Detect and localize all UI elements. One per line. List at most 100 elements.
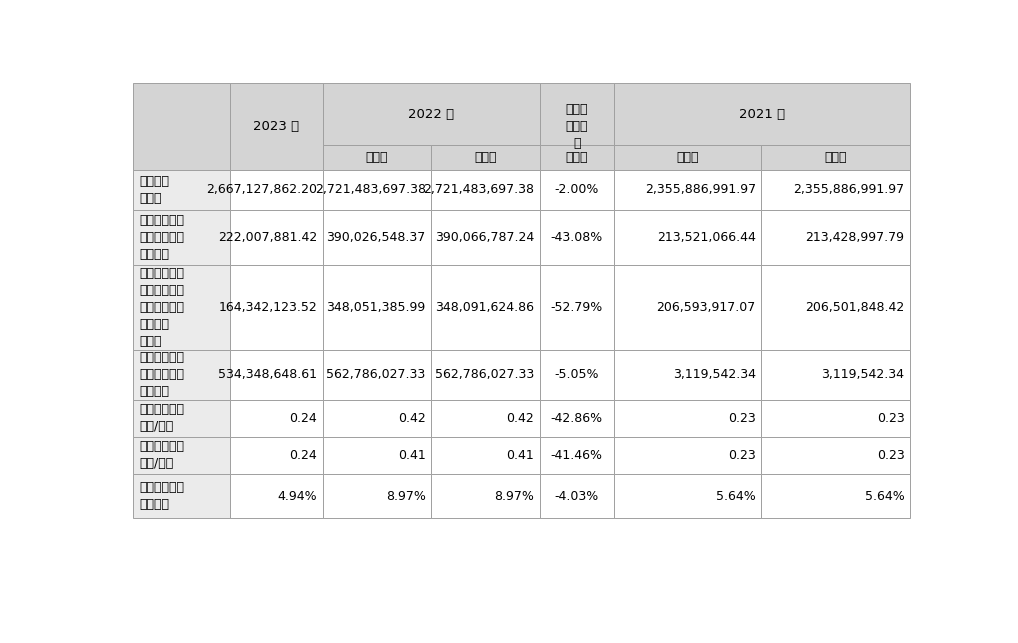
Bar bbox=[229, 210, 323, 265]
Bar bbox=[229, 474, 323, 518]
Text: 加权平均净资
产收益率: 加权平均净资 产收益率 bbox=[139, 481, 184, 511]
Bar bbox=[431, 145, 540, 170]
Text: 2022 年: 2022 年 bbox=[408, 107, 454, 121]
Bar bbox=[614, 170, 761, 210]
Bar bbox=[431, 210, 540, 265]
Text: 稀释每股收益
（元/股）: 稀释每股收益 （元/股） bbox=[139, 440, 184, 470]
Bar bbox=[761, 437, 910, 474]
Bar bbox=[323, 437, 431, 474]
Text: 5.64%: 5.64% bbox=[716, 489, 755, 503]
Text: -5.05%: -5.05% bbox=[555, 368, 599, 381]
Bar bbox=[614, 84, 910, 145]
Bar bbox=[614, 350, 761, 400]
Bar bbox=[761, 210, 910, 265]
Text: 0.41: 0.41 bbox=[506, 449, 534, 462]
Bar bbox=[614, 210, 761, 265]
Bar bbox=[540, 350, 614, 400]
Text: 2,667,127,862.20: 2,667,127,862.20 bbox=[206, 183, 318, 196]
Text: 2,721,483,697.38: 2,721,483,697.38 bbox=[423, 183, 534, 196]
Bar bbox=[323, 350, 431, 400]
Bar bbox=[323, 145, 431, 170]
Bar bbox=[133, 170, 229, 210]
Bar bbox=[614, 437, 761, 474]
Bar bbox=[431, 170, 540, 210]
Bar bbox=[540, 170, 614, 210]
Bar bbox=[229, 84, 323, 170]
Text: 调整后: 调整后 bbox=[474, 150, 497, 164]
Text: 2021 年: 2021 年 bbox=[739, 107, 785, 121]
Text: 348,051,385.99: 348,051,385.99 bbox=[327, 301, 426, 314]
Bar bbox=[614, 145, 761, 170]
Bar bbox=[761, 145, 910, 170]
Text: 0.23: 0.23 bbox=[728, 449, 755, 462]
Bar bbox=[431, 474, 540, 518]
Text: 营业收入
（元）: 营业收入 （元） bbox=[139, 175, 170, 204]
Bar bbox=[761, 400, 910, 437]
Bar bbox=[540, 84, 614, 170]
Bar bbox=[133, 474, 229, 518]
Text: 0.23: 0.23 bbox=[876, 449, 905, 462]
Text: 0.41: 0.41 bbox=[398, 449, 426, 462]
Bar bbox=[540, 400, 614, 437]
Bar bbox=[323, 400, 431, 437]
Bar bbox=[229, 350, 323, 400]
Text: 562,786,027.33: 562,786,027.33 bbox=[435, 368, 534, 381]
Text: 调整后: 调整后 bbox=[825, 150, 847, 164]
Text: -41.46%: -41.46% bbox=[551, 449, 603, 462]
Bar bbox=[229, 170, 323, 210]
Text: 归属于上市公
司股东的净利
润（元）: 归属于上市公 司股东的净利 润（元） bbox=[139, 214, 184, 261]
Bar bbox=[614, 474, 761, 518]
Bar bbox=[323, 265, 431, 350]
Bar bbox=[614, 265, 761, 350]
Text: 0.24: 0.24 bbox=[289, 412, 318, 425]
Bar bbox=[133, 400, 229, 437]
Bar bbox=[761, 265, 910, 350]
Text: -2.00%: -2.00% bbox=[555, 183, 599, 196]
Bar bbox=[761, 350, 910, 400]
Bar bbox=[761, 170, 910, 210]
Text: 0.42: 0.42 bbox=[398, 412, 426, 425]
Bar bbox=[431, 437, 540, 474]
Text: 2,355,886,991.97: 2,355,886,991.97 bbox=[793, 183, 905, 196]
Bar bbox=[323, 474, 431, 518]
Bar bbox=[431, 400, 540, 437]
Text: 0.23: 0.23 bbox=[728, 412, 755, 425]
Text: 0.24: 0.24 bbox=[289, 449, 318, 462]
Bar bbox=[540, 437, 614, 474]
Text: 调整前: 调整前 bbox=[676, 150, 698, 164]
Text: 2,721,483,697.38: 2,721,483,697.38 bbox=[315, 183, 426, 196]
Text: -43.08%: -43.08% bbox=[551, 231, 603, 244]
Bar bbox=[761, 474, 910, 518]
Text: -42.86%: -42.86% bbox=[551, 412, 603, 425]
Bar bbox=[133, 437, 229, 474]
Text: 0.23: 0.23 bbox=[876, 412, 905, 425]
Text: -4.03%: -4.03% bbox=[555, 489, 599, 503]
Bar bbox=[540, 265, 614, 350]
Bar bbox=[133, 84, 229, 170]
Text: 归属于上市公
司股东的扣除
非经常性损益
的净利润
（元）: 归属于上市公 司股东的扣除 非经常性损益 的净利润 （元） bbox=[139, 267, 184, 348]
Text: 348,091,624.86: 348,091,624.86 bbox=[435, 301, 534, 314]
Text: 562,786,027.33: 562,786,027.33 bbox=[327, 368, 426, 381]
Text: 0.42: 0.42 bbox=[506, 412, 534, 425]
Bar bbox=[133, 350, 229, 400]
Text: 164,342,123.52: 164,342,123.52 bbox=[219, 301, 318, 314]
Text: 3,119,542.34: 3,119,542.34 bbox=[822, 368, 905, 381]
Bar bbox=[229, 437, 323, 474]
Bar bbox=[323, 170, 431, 210]
Text: 8.97%: 8.97% bbox=[386, 489, 426, 503]
Bar bbox=[323, 210, 431, 265]
Bar bbox=[540, 145, 614, 170]
Text: 2023 年: 2023 年 bbox=[253, 120, 299, 133]
Text: 390,026,548.37: 390,026,548.37 bbox=[327, 231, 426, 244]
Text: 390,066,787.24: 390,066,787.24 bbox=[435, 231, 534, 244]
Text: 206,501,848.42: 206,501,848.42 bbox=[805, 301, 905, 314]
Bar bbox=[614, 400, 761, 437]
Bar bbox=[229, 400, 323, 437]
Text: 213,428,997.79: 213,428,997.79 bbox=[805, 231, 905, 244]
Text: 调整前: 调整前 bbox=[365, 150, 388, 164]
Text: 经营活动产生
的现金流量净
额（元）: 经营活动产生 的现金流量净 额（元） bbox=[139, 351, 184, 398]
Bar bbox=[540, 474, 614, 518]
Text: 206,593,917.07: 206,593,917.07 bbox=[657, 301, 755, 314]
Text: 5.64%: 5.64% bbox=[865, 489, 905, 503]
Bar bbox=[229, 265, 323, 350]
